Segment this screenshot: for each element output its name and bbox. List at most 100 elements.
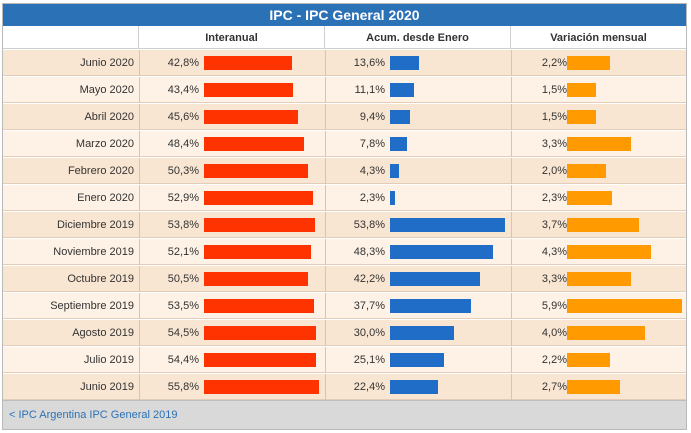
value-mensual: 2,3% <box>541 192 567 204</box>
bar-acum <box>390 326 454 340</box>
value-mensual: 5,9% <box>541 300 567 312</box>
cell-divider <box>139 50 140 76</box>
bar-acum <box>390 56 419 70</box>
bar-mensual <box>567 272 631 286</box>
table-row: Marzo 2020 48,4% 7,8% 3,3% <box>3 131 686 157</box>
cell-divider <box>511 266 512 292</box>
bar-interanual <box>204 380 319 394</box>
cell-divider <box>325 320 326 346</box>
cell-divider <box>139 266 140 292</box>
header-mensual: Variación mensual <box>511 26 686 49</box>
bar-acum <box>390 83 414 97</box>
value-acum: 42,2% <box>353 273 385 285</box>
bar-mensual <box>567 110 596 124</box>
row-label: Noviembre 2019 <box>53 246 134 258</box>
cell-divider <box>511 239 512 265</box>
row-label: Octubre 2019 <box>67 273 134 285</box>
value-mensual: 3,3% <box>541 138 567 150</box>
cell-divider <box>511 77 512 103</box>
table-row: Noviembre 2019 52,1% 48,3% 4,3% <box>3 239 686 265</box>
cell-divider <box>325 293 326 319</box>
cell-divider <box>139 347 140 373</box>
bar-acum <box>390 164 399 178</box>
bar-mensual <box>567 299 682 313</box>
row-label: Septiembre 2019 <box>50 300 134 312</box>
row-label: Mayo 2020 <box>79 84 134 96</box>
value-mensual: 2,0% <box>541 165 567 177</box>
cell-divider <box>325 266 326 292</box>
table-row: Mayo 2020 43,4% 11,1% 1,5% <box>3 77 686 103</box>
cell-divider <box>139 77 140 103</box>
header-empty <box>3 26 139 49</box>
cell-divider <box>325 212 326 238</box>
cell-divider <box>139 293 140 319</box>
cell-divider <box>139 104 140 130</box>
cell-divider <box>511 131 512 157</box>
cell-divider <box>139 239 140 265</box>
value-acum: 48,3% <box>353 246 385 258</box>
table-row: Septiembre 2019 53,5% 37,7% 5,9% <box>3 293 686 319</box>
header-acum: Acum. desde Enero <box>325 26 511 49</box>
value-interanual: 50,3% <box>167 165 199 177</box>
value-acum: 4,3% <box>359 165 385 177</box>
bar-mensual <box>567 353 610 367</box>
table-row: Junio 2019 55,8% 22,4% 2,7% <box>3 374 686 400</box>
cell-divider <box>139 212 140 238</box>
table-title: IPC - IPC General 2020 <box>3 4 686 26</box>
table-footer: < IPC Argentina IPC General 2019 <box>3 400 686 429</box>
value-interanual: 54,5% <box>167 327 199 339</box>
cell-divider <box>325 131 326 157</box>
bar-interanual <box>204 299 314 313</box>
row-label: Junio 2020 <box>80 57 134 69</box>
value-mensual: 3,3% <box>541 273 567 285</box>
previous-year-link[interactable]: < IPC Argentina IPC General 2019 <box>9 409 178 421</box>
row-label: Enero 2020 <box>77 192 134 204</box>
cell-divider <box>511 212 512 238</box>
cell-divider <box>139 185 140 211</box>
bar-interanual <box>204 353 316 367</box>
row-label: Febrero 2020 <box>67 165 134 177</box>
bar-acum <box>390 272 480 286</box>
value-acum: 2,3% <box>359 192 385 204</box>
bar-acum <box>390 218 505 232</box>
value-interanual: 53,8% <box>167 219 199 231</box>
bar-interanual <box>204 164 308 178</box>
value-interanual: 50,5% <box>167 273 199 285</box>
table-row: Diciembre 2019 53,8% 53,8% 3,7% <box>3 212 686 238</box>
table-row: Octubre 2019 50,5% 42,2% 3,3% <box>3 266 686 292</box>
value-interanual: 53,5% <box>167 300 199 312</box>
value-interanual: 52,1% <box>167 246 199 258</box>
bar-mensual <box>567 326 645 340</box>
value-acum: 30,0% <box>353 327 385 339</box>
table-row: Febrero 2020 50,3% 4,3% 2,0% <box>3 158 686 184</box>
value-interanual: 55,8% <box>167 381 199 393</box>
value-interanual: 45,6% <box>167 111 199 123</box>
bar-mensual <box>567 56 610 70</box>
bar-mensual <box>567 164 606 178</box>
bar-interanual <box>204 272 308 286</box>
bar-interanual <box>204 245 311 259</box>
cell-divider <box>325 374 326 400</box>
value-interanual: 48,4% <box>167 138 199 150</box>
value-acum: 9,4% <box>359 111 385 123</box>
cell-divider <box>511 320 512 346</box>
cell-divider <box>511 158 512 184</box>
value-interanual: 54,4% <box>167 354 199 366</box>
bar-mensual <box>567 137 631 151</box>
value-mensual: 3,7% <box>541 219 567 231</box>
row-label: Abril 2020 <box>84 111 134 123</box>
value-mensual: 2,2% <box>541 57 567 69</box>
cell-divider <box>325 185 326 211</box>
value-mensual: 1,5% <box>541 111 567 123</box>
value-mensual: 4,3% <box>541 246 567 258</box>
bar-acum <box>390 245 493 259</box>
bar-mensual <box>567 380 620 394</box>
table-row: Enero 2020 52,9% 2,3% 2,3% <box>3 185 686 211</box>
bar-acum <box>390 137 407 151</box>
row-label: Julio 2019 <box>83 354 134 366</box>
cell-divider <box>139 374 140 400</box>
bar-mensual <box>567 83 596 97</box>
bar-interanual <box>204 191 313 205</box>
value-acum: 11,1% <box>354 84 385 96</box>
value-acum: 25,1% <box>353 354 385 366</box>
